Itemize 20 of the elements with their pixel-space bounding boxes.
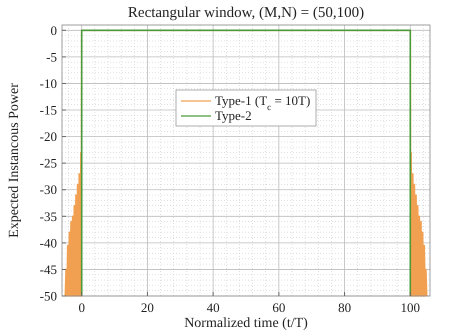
x-tick-label: 0 <box>78 300 85 315</box>
y-tick-label: 0 <box>50 22 57 38</box>
x-tick-label: 80 <box>338 300 352 315</box>
x-tick-label: 20 <box>140 300 154 315</box>
x-axis-title: Normalized time (t/T) <box>184 316 308 331</box>
y-tick-label: -40 <box>40 235 57 250</box>
x-tick-label: 40 <box>206 300 220 315</box>
y-tick-label: -25 <box>40 156 57 171</box>
y-tick-label: -45 <box>40 262 57 277</box>
y-tick-label: -10 <box>40 76 57 91</box>
y-tick-label: -5 <box>46 49 57 64</box>
x-tick-label: 100 <box>400 300 420 315</box>
y-tick-label: -20 <box>40 129 57 144</box>
y-tick-label: -35 <box>40 208 57 224</box>
chart-title: Rectangular window, (M,N) = (50,100) <box>128 5 364 21</box>
y-tick-label: -50 <box>40 288 57 304</box>
y-axis-title: Expected Instancous Power <box>7 82 22 238</box>
y-tick-label: -15 <box>40 102 57 118</box>
x-tick-label: 60 <box>272 300 286 315</box>
y-tick-label: -30 <box>40 182 57 198</box>
